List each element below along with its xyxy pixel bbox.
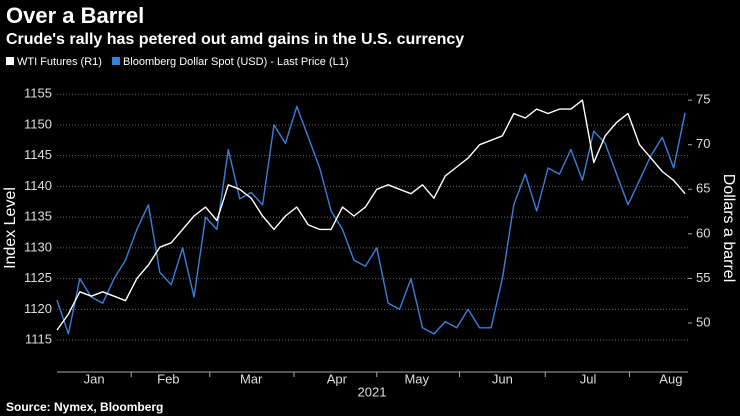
y-tick-label: 1130 [24, 239, 52, 254]
chart-subtitle: Crude's rally has petered out amd gains … [6, 31, 464, 48]
y2-tick-label: 65 [696, 181, 710, 196]
y2-tick-label: 50 [696, 314, 710, 329]
y-tick-label: 1135 [24, 209, 52, 224]
y-tick-label: 1145 [24, 147, 52, 162]
y-tick-label: 1155 [24, 86, 52, 101]
y-tick-label: 1150 [24, 116, 52, 131]
y2-axis-label: Dollars a barrel [720, 174, 737, 282]
y-axis-label: Index Level [2, 187, 19, 269]
x-axis-label: 2021 [358, 384, 387, 399]
y2-tick-label: 70 [696, 136, 710, 151]
legend-swatch [6, 57, 14, 65]
legend-label: Bloomberg Dollar Spot (USD) - Last Price… [123, 56, 349, 68]
y-tick-label: 1120 [24, 301, 52, 316]
legend-swatch [111, 57, 120, 65]
x-tick-label: May [404, 371, 429, 386]
x-tick-label: Feb [157, 371, 179, 386]
chart-title: Over a Barrel [6, 3, 144, 28]
x-tick-label: Jul [580, 371, 597, 386]
source: Source: Nymex, Bloomberg [6, 400, 163, 414]
x-tick-label: Aug [659, 371, 682, 386]
y-tick-label: 1115 [25, 331, 52, 346]
y2-tick-label: 75 [696, 92, 710, 107]
line-series [56, 105, 686, 335]
y2-tick-label: 55 [696, 270, 710, 285]
x-tick-label: Jan [84, 371, 105, 386]
x-tick-label: Mar [240, 371, 263, 386]
y-tick-label: 1140 [24, 178, 52, 193]
x-tick-label: Apr [327, 371, 348, 386]
x-tick-label: Jun [492, 371, 513, 386]
legend-label: WTI Futures (R1) [17, 56, 102, 68]
line-series [56, 99, 686, 331]
y2-tick-label: 60 [696, 225, 710, 240]
y-tick-label: 1125 [24, 270, 52, 285]
